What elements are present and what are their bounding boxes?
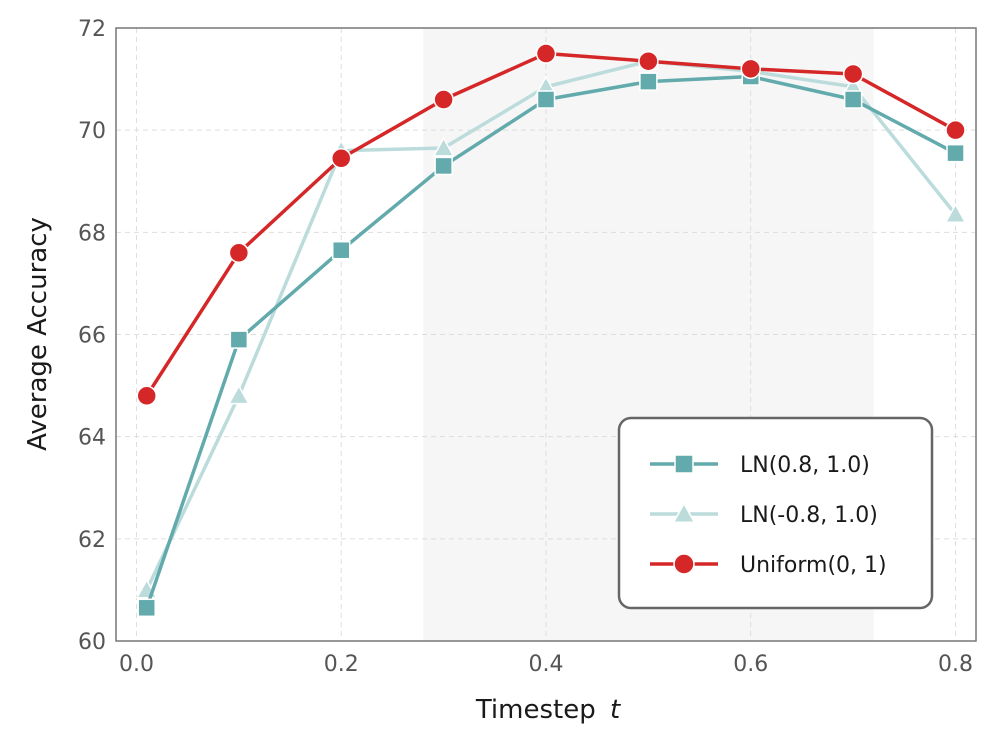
series-square — [137, 67, 965, 618]
x-tick-label: 0.2 — [324, 652, 359, 677]
y-tick-label: 66 — [78, 324, 106, 349]
y-axis-ticks: 60 62 64 66 68 70 72 — [78, 17, 106, 655]
x-axis-label-text: Timestep — [475, 695, 596, 725]
data-point-triangle — [227, 384, 250, 405]
data-point-circle — [842, 63, 864, 85]
data-point-square — [843, 90, 863, 109]
data-point-circle — [535, 43, 557, 64]
y-tick-label: 64 — [78, 426, 106, 451]
data-point-circle — [638, 50, 659, 72]
data-point-square — [536, 90, 556, 109]
legend-label: Uniform(0, 1) — [740, 553, 887, 578]
data-point-square — [137, 598, 156, 618]
series-group — [135, 43, 967, 618]
data-point-square — [639, 72, 658, 91]
y-tick-label: 68 — [78, 221, 106, 246]
legend: LN(0.8, 1.0) LN(-0.8, 1.0) Uniform(0, 1) — [617, 416, 934, 610]
y-axis-label: Average Accuracy — [23, 217, 53, 451]
data-point-triangle — [944, 203, 967, 224]
x-tick-label: 0.4 — [529, 652, 564, 677]
data-point-square — [434, 156, 453, 176]
y-tick-label: 70 — [78, 119, 106, 144]
x-axis-ticks: 0.0 0.2 0.4 0.6 0.8 — [119, 652, 973, 677]
y-tick-label: 62 — [78, 528, 106, 553]
data-point-circle — [433, 89, 454, 110]
x-axis-label: Timestep t — [475, 695, 621, 725]
y-tick-label: 72 — [78, 17, 106, 42]
legend-label: LN(0.8, 1.0) — [740, 453, 870, 478]
x-tick-label: 0.8 — [938, 652, 973, 677]
series-circle — [136, 43, 966, 407]
data-point-circle — [740, 58, 762, 80]
x-tick-label: 0.6 — [733, 652, 768, 677]
data-point-square — [946, 143, 965, 163]
data-point-square — [331, 240, 351, 260]
legend-label: LN(-0.8, 1.0) — [740, 503, 878, 528]
data-point-circle — [136, 385, 157, 407]
legend-marker-triangle — [672, 502, 696, 524]
data-point-circle — [330, 148, 352, 169]
data-point-circle — [228, 242, 250, 264]
legend-marker-square — [674, 454, 694, 474]
data-point-square — [229, 330, 249, 349]
data-point-triangle — [432, 136, 455, 157]
x-tick-label: 0.0 — [119, 652, 154, 677]
plot-frame — [115, 27, 977, 642]
legend-marker-circle — [673, 553, 695, 575]
data-point-circle — [945, 119, 966, 141]
y-tick-label: 60 — [78, 630, 106, 655]
x-axis-label-var: t — [610, 695, 621, 725]
